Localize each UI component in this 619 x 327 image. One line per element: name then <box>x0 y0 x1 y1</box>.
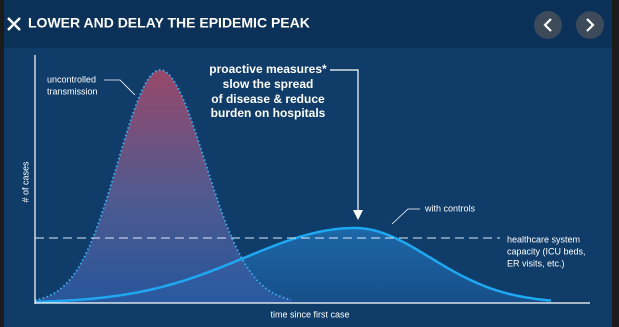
uncontrolled-curve <box>34 69 292 302</box>
x-axis-label: time since first case <box>270 309 349 319</box>
curves <box>34 69 552 304</box>
next-bg <box>576 11 604 39</box>
prev-icon <box>543 18 552 32</box>
annotation: healthcare system <box>507 234 580 244</box>
close-icon <box>7 17 21 31</box>
annotation: capacity (ICU beds, <box>507 246 586 256</box>
next-button[interactable] <box>576 11 604 39</box>
annotation: with controls <box>424 203 476 213</box>
header-bar <box>4 0 612 48</box>
annotation: ER visits, etc.) <box>507 258 565 268</box>
annotation: uncontrolled <box>47 74 96 84</box>
arrow-line <box>330 69 359 212</box>
annotation: slow the spread <box>223 77 314 91</box>
uncontrolled-area <box>35 70 291 303</box>
arrow-head <box>353 210 363 220</box>
prev-button[interactable] <box>534 11 562 39</box>
leader-line <box>104 79 136 96</box>
controlled-area <box>35 228 551 303</box>
next-icon <box>586 18 595 32</box>
title: LOWER AND DELAY THE EPIDEMIC PEAK <box>28 15 310 31</box>
annotation: transmission <box>47 86 98 96</box>
annotation: of disease & reduce <box>211 92 325 106</box>
annotation: burden on hospitals <box>211 106 326 120</box>
controlled-curve <box>35 226 552 304</box>
y-axis-label: # of cases <box>20 161 30 203</box>
prev-bg <box>534 11 562 39</box>
close-button[interactable] <box>4 12 26 36</box>
annotation: proactive measures* <box>209 62 327 76</box>
leader-line <box>391 208 420 225</box>
